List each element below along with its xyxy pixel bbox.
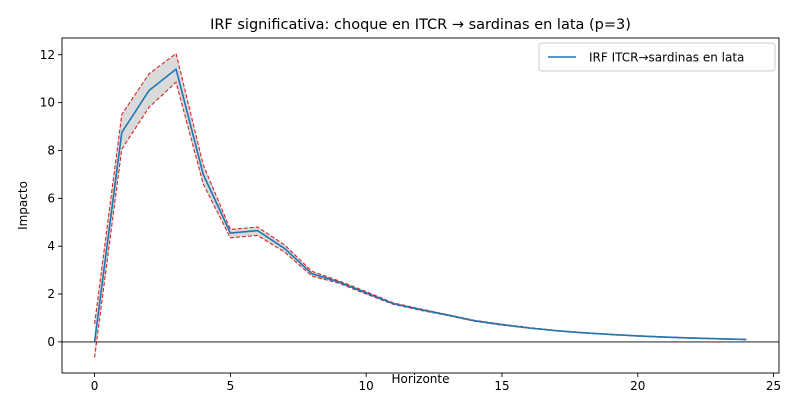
x-tick-label: 10 bbox=[359, 379, 374, 393]
axes-layer: 0 5 10 15 20 25 0 2 4 6 8 10 12 bbox=[40, 37, 781, 393]
y-tick-label: 8 bbox=[47, 143, 55, 157]
confidence-band bbox=[94, 53, 747, 358]
y-tick-label: 12 bbox=[40, 48, 55, 62]
legend-label: IRF ITCR→sardinas en lata bbox=[589, 51, 744, 65]
x-axis-title: Horizonte bbox=[392, 372, 450, 386]
confidence-band-layer bbox=[94, 52, 747, 358]
plot-frame bbox=[61, 37, 780, 374]
x-tick-label: 5 bbox=[227, 379, 235, 393]
y-tick-label: 6 bbox=[47, 191, 55, 205]
legend: IRF ITCR→sardinas en lata bbox=[538, 42, 776, 72]
upper-bound-line bbox=[94, 52, 747, 340]
chart-title: IRF significativa: choque en ITCR → sard… bbox=[210, 17, 631, 33]
y-tick-label: 0 bbox=[47, 335, 55, 349]
y-axis-title: Impacto bbox=[16, 181, 30, 230]
x-tick-label: 20 bbox=[630, 379, 645, 393]
irf-series-line bbox=[93, 68, 747, 342]
x-tick-label: 0 bbox=[91, 379, 99, 393]
legend-box bbox=[538, 42, 776, 72]
y-tick-label: 2 bbox=[47, 287, 55, 301]
series-line-layer bbox=[93, 68, 747, 342]
x-tick-label: 25 bbox=[766, 379, 781, 393]
y-tick-label: 10 bbox=[40, 96, 55, 110]
x-tick-label: 15 bbox=[494, 379, 509, 393]
y-tick-label: 4 bbox=[47, 239, 55, 253]
